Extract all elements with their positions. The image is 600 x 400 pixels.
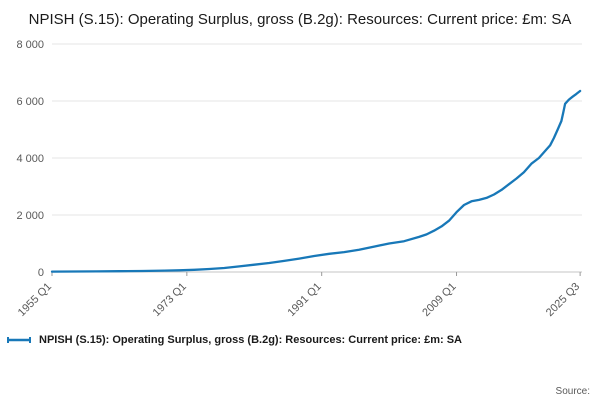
source-label: Source: [555, 386, 590, 397]
legend-line-icon [7, 337, 31, 344]
y-axis-tick-label: 8 000 [16, 39, 44, 51]
x-axis-tick-label: 2025 Q3 [544, 281, 582, 319]
y-axis-tick-label: 4 000 [16, 153, 44, 165]
series-line [50, 90, 582, 274]
legend: NPISH (S.15): Operating Surplus, gross (… [6, 334, 592, 346]
legend-label: NPISH (S.15): Operating Surplus, gross (… [39, 334, 462, 347]
plot-area: 0 2 000 4 000 6 000 8 000 1955 Q1 1973 Q1 1991 … [0, 32, 600, 332]
x-axis-tick-label: 2009 Q1 [420, 281, 458, 319]
y-axis-tick-label: 0 [38, 267, 44, 279]
chart-canvas: 0 2 000 4 000 6 000 8 000 1955 Q1 1973 Q1 1991 … [16, 39, 582, 319]
x-axis-tick-label: 1991 Q1 [285, 281, 323, 319]
y-axis-tick-label: 6 000 [16, 96, 44, 108]
x-axis-tick-label: 1973 Q1 [151, 281, 189, 319]
y-axis-tick-label: 2 000 [16, 210, 44, 222]
chart-title: NPISH (S.15): Operating Surplus, gross (… [28, 11, 572, 28]
x-axis-tick-label: 1955 Q1 [16, 281, 54, 319]
